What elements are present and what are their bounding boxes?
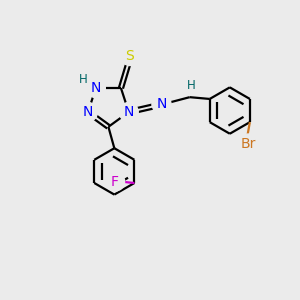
Text: N: N [156, 97, 167, 111]
Text: H: H [187, 80, 196, 92]
Circle shape [106, 172, 124, 191]
Text: N: N [124, 105, 134, 119]
Text: N: N [83, 105, 93, 119]
Text: Br: Br [241, 136, 256, 151]
Circle shape [119, 103, 138, 122]
Circle shape [239, 134, 258, 153]
Circle shape [152, 94, 171, 113]
Circle shape [79, 103, 98, 122]
Text: N: N [91, 81, 101, 95]
Text: F: F [111, 175, 119, 188]
Circle shape [120, 46, 140, 65]
Text: S: S [125, 49, 134, 63]
Circle shape [86, 79, 105, 98]
Text: H: H [79, 73, 88, 86]
